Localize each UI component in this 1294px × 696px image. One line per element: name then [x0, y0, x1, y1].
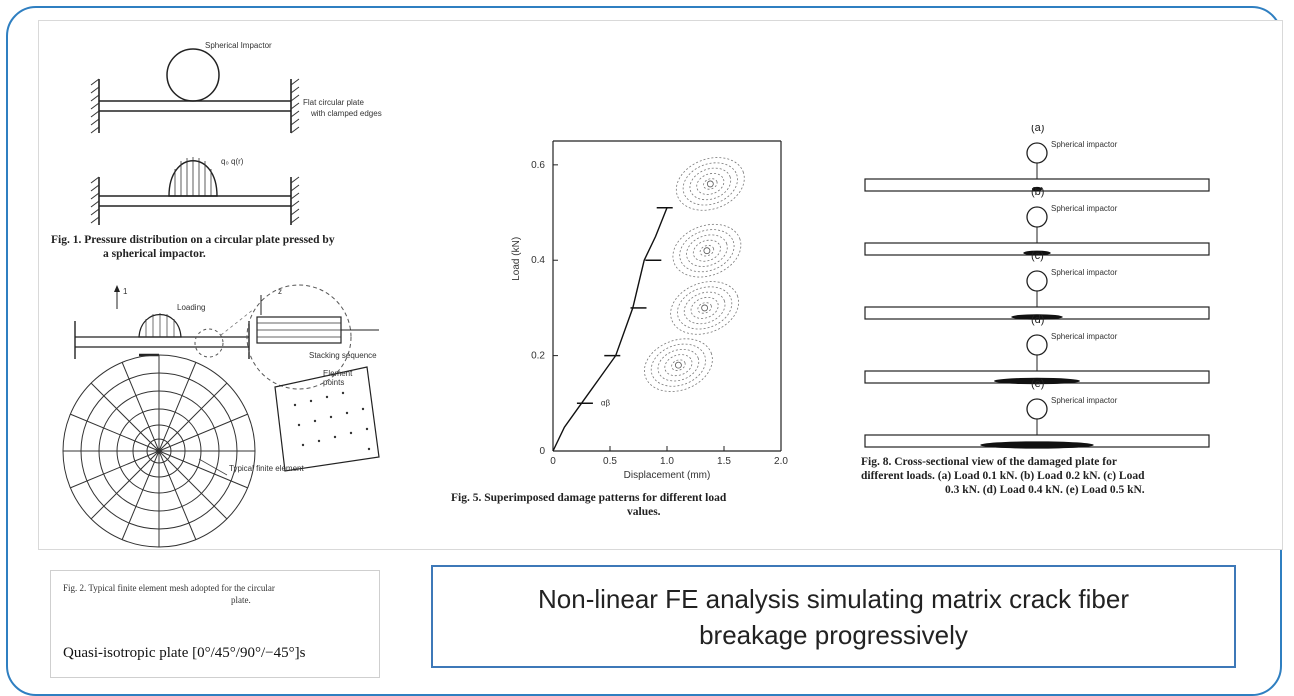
damage-pattern-ring [671, 359, 686, 371]
fig8-row-label: Spherical impactor [1051, 140, 1118, 149]
damage-pattern-ring [703, 178, 718, 190]
damage-pattern-ring [672, 223, 742, 278]
x-tick-label: 0 [550, 456, 556, 467]
fig8-impactor [1026, 206, 1048, 228]
fig8-row-letter: (c) [1031, 250, 1044, 262]
summary-box: Non-linear FE analysis simulating matrix… [431, 565, 1236, 668]
stacking-label: Stacking sequence [309, 351, 377, 360]
fig1-drawing [90, 48, 300, 225]
damage-pattern-ring [657, 348, 700, 382]
fig1-caption-2: a spherical impactor. [103, 248, 206, 260]
summary-text: Non-linear FE analysis simulating matrix… [538, 583, 1129, 650]
damage-pattern-ring [696, 172, 725, 195]
element-sector [274, 366, 380, 472]
damage-pattern-center [706, 180, 714, 188]
fig8-impactor [1026, 270, 1048, 292]
pressure-distribution [168, 160, 218, 197]
fig8-row-letter: (a) [1031, 125, 1044, 134]
damage-pattern-ring [644, 338, 713, 392]
damage-pattern-center [703, 247, 711, 255]
damage-pattern-ring [689, 167, 732, 201]
fig8-caption-3: 0.3 kN. (d) Load 0.4 kN. (e) Load 0.5 kN… [945, 484, 1145, 496]
y-tick-label: 0 [539, 446, 545, 457]
y-tick-label: 0.6 [531, 160, 545, 171]
damage-pattern-ring [683, 291, 726, 325]
damage-pattern-center [701, 304, 709, 312]
curve-annotation: αβ [601, 399, 611, 408]
fig2-drawing [62, 284, 380, 548]
fig8-svg: (a) Spherical impactor (b) Spherical impact… [864, 122, 1210, 449]
plate-label-1: Flat circular plate [303, 98, 364, 107]
fig5-caption-2: values. [627, 506, 661, 518]
impactor-circle [166, 48, 220, 102]
fig8-damage-zone [1031, 186, 1043, 192]
load-curve-series-0 [552, 207, 668, 452]
loading-label: Loading [177, 303, 206, 312]
laminate-text: Quasi-isotropic plate [0°/45°/90°/−45°]s [63, 645, 306, 661]
fig2-z-label: z [278, 287, 282, 296]
fig8-impactor [1026, 398, 1048, 420]
mesh-disc [62, 354, 256, 548]
damage-pattern-ring [675, 157, 745, 211]
x-tick-label: 0.5 [603, 456, 617, 467]
loading-profile [138, 313, 182, 338]
damage-pattern-ring [690, 296, 719, 319]
damage-pattern-ring [692, 239, 721, 262]
damage-pattern-ring [697, 302, 712, 314]
fig8-damage-zone [1011, 314, 1063, 320]
y-tick-label: 0.2 [531, 351, 545, 362]
damage-pattern-ring [670, 281, 740, 335]
fig8-damage-zone [1023, 250, 1051, 256]
y-axis-label: Load (kN) [511, 237, 522, 281]
x-tick-label: 1.5 [717, 456, 731, 467]
fig8-row-letter: (d) [1031, 314, 1044, 326]
fig8-caption-1: Fig. 8. Cross-sectional view of the dama… [861, 456, 1117, 468]
fig8-damage-zone [994, 377, 1080, 385]
fig2-1-label: 1 [123, 287, 128, 296]
y-tick-label: 0.4 [531, 255, 545, 266]
damage-pattern-ring [679, 229, 735, 273]
fig8-row-label: Spherical impactor [1051, 268, 1118, 277]
fig8-stack: (a) Spherical impactor (b) Spherical impact… [857, 122, 1257, 455]
fig8-row-letter: (e) [1031, 378, 1044, 390]
damage-pattern-ring [682, 162, 738, 206]
x-axis-label: Displacement (mm) [624, 470, 711, 481]
x-tick-label: 1.0 [660, 456, 674, 467]
pressure-label: q₀ q(r) [221, 157, 244, 166]
damage-pattern-ring [677, 286, 733, 330]
x-tick-label: 2.0 [774, 456, 788, 467]
fig5-chart: 0 0.5 1.0 1.5 2.0 0 0.2 0.4 0.6 Displacement (mm)… [511, 140, 788, 481]
damage-pattern-ring [686, 234, 728, 267]
plate-label-2: with clamped edges [311, 109, 382, 118]
damage-pattern-ring [650, 343, 706, 387]
fig1-caption-1: Fig. 1. Pressure distribution on a circu… [51, 234, 335, 246]
fig2-caption-2: plate. [231, 595, 251, 605]
element-label-1: Element [323, 369, 353, 378]
damage-pattern-ring [664, 354, 693, 377]
fig8-impactor [1026, 334, 1048, 356]
fig8-impactor [1026, 142, 1048, 164]
damage-pattern-center [674, 361, 682, 369]
fig8-caption-2: different loads. (a) Load 0.1 kN. (b) Lo… [861, 470, 1145, 482]
element-note: Typical finite element [229, 464, 304, 473]
impactor-label: Spherical Impactor [205, 41, 272, 50]
fig5-caption-1: Fig. 5. Superimposed damage patterns for… [451, 492, 727, 504]
fig8-damage-zone [980, 441, 1094, 449]
fig8-row-label: Spherical impactor [1051, 332, 1118, 341]
fig8-row-letter: (b) [1031, 186, 1044, 198]
fig8-row-label: Spherical impactor [1051, 396, 1118, 405]
fig2-caption-1: Fig. 2. Typical finite element mesh adop… [63, 583, 275, 593]
element-label-2: points [323, 378, 345, 387]
laminate-box: Fig. 2. Typical finite element mesh adop… [50, 570, 380, 678]
damage-pattern-ring [699, 245, 715, 257]
figure-panel: Spherical Impactor Flat circular plate w… [38, 20, 1283, 550]
fig8-row-label: Spherical impactor [1051, 204, 1118, 213]
